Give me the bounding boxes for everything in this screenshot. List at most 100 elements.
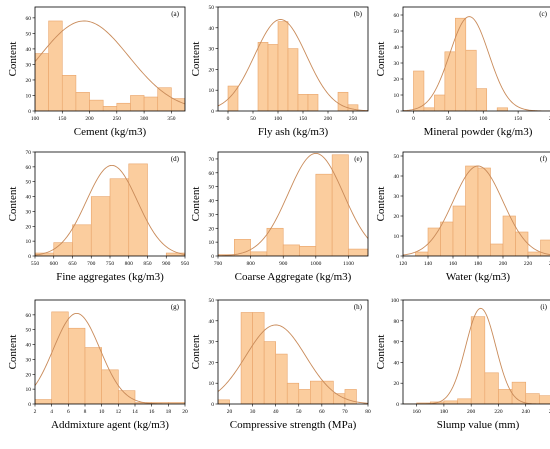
y-tick-label: 0 bbox=[396, 254, 399, 260]
histogram-bar bbox=[252, 312, 265, 404]
plot-frame bbox=[34, 6, 186, 112]
histogram-bar bbox=[68, 327, 86, 404]
histogram-bar bbox=[267, 44, 279, 111]
histogram-bar bbox=[310, 380, 323, 404]
histogram-bar bbox=[35, 53, 49, 111]
y-tick-label: 10 bbox=[209, 88, 215, 94]
bars bbox=[35, 163, 185, 256]
histogram-bar bbox=[286, 382, 300, 404]
x-tick-label: 150 bbox=[299, 116, 308, 122]
y-tick-label: 60 bbox=[26, 165, 32, 171]
y-tick-label: 40 bbox=[209, 26, 215, 32]
y-tick-label: 60 bbox=[394, 340, 400, 346]
x-tick-label: 220 bbox=[524, 261, 533, 267]
histogram-bar bbox=[266, 227, 284, 256]
histogram-bar bbox=[440, 221, 454, 256]
x-tick-label: 40 bbox=[273, 409, 279, 415]
histogram-bar bbox=[539, 395, 550, 404]
plot-frame bbox=[217, 299, 369, 405]
y-axis-label: Content bbox=[7, 335, 19, 370]
histogram-bar bbox=[337, 91, 349, 111]
histogram-bar bbox=[515, 231, 529, 256]
x-axis-label: Mineral powder (kg/m3) bbox=[424, 126, 533, 138]
histogram-bar bbox=[443, 400, 458, 404]
histogram-bar bbox=[89, 99, 104, 111]
panel-d: 550 600 650 700 750 800 850 900 950 0 10 20 30 40 50 60… bbox=[7, 150, 189, 283]
histogram-bar bbox=[234, 239, 251, 256]
x-tick-label: 1100 bbox=[343, 261, 354, 267]
bars bbox=[218, 312, 357, 404]
normal-fit-curve bbox=[403, 16, 550, 111]
histogram-bar bbox=[102, 106, 118, 111]
plot-frame bbox=[34, 299, 186, 405]
y-axis-label: Content bbox=[375, 187, 387, 222]
histogram-bar bbox=[157, 87, 172, 111]
normal-fit-curve bbox=[218, 152, 368, 256]
histogram-bar bbox=[72, 224, 92, 256]
y-tick-label: 20 bbox=[26, 372, 32, 378]
x-tick-label: 160 bbox=[449, 261, 458, 267]
normal-fit-curve bbox=[218, 324, 368, 404]
x-tick-label: 800 bbox=[246, 261, 255, 267]
panel-f: 120 140 160 180 200 220 240 0 10 20 30 40 50 (f) Water… bbox=[375, 151, 550, 283]
y-tick-label: 30 bbox=[209, 212, 215, 218]
y-tick-label: 10 bbox=[394, 93, 400, 99]
histogram-bar bbox=[321, 380, 334, 404]
y-tick-label: 40 bbox=[394, 174, 400, 180]
histogram-bar bbox=[315, 173, 333, 256]
y-tick-label: 20 bbox=[209, 360, 215, 366]
x-tick-label: 700 bbox=[214, 261, 223, 267]
y-tick-label: 30 bbox=[394, 61, 400, 67]
x-tick-label: 100 bbox=[274, 116, 283, 122]
normal-fit-curve bbox=[35, 20, 185, 105]
y-axis-label: Content bbox=[190, 187, 202, 222]
histogram-bar bbox=[348, 248, 368, 256]
y-tick-label: 30 bbox=[394, 194, 400, 200]
x-axis-label: Coarse Aggregate (kg/m3) bbox=[235, 271, 352, 283]
x-axis-label: Slump value (mm) bbox=[437, 419, 520, 431]
x-tick-label: 18 bbox=[166, 409, 172, 415]
y-tick-label: 0 bbox=[211, 109, 214, 115]
x-axis-label: Fine aggregates (kg/m3) bbox=[56, 271, 164, 283]
x-tick-label: 900 bbox=[279, 261, 288, 267]
histogram-bar bbox=[118, 390, 136, 404]
x-tick-label: 260 bbox=[549, 409, 550, 415]
histogram-bar bbox=[128, 163, 148, 256]
y-tick-label: 30 bbox=[26, 357, 32, 363]
x-tick-label: 0 bbox=[412, 116, 415, 122]
histogram-bar bbox=[51, 311, 69, 404]
histogram-bar bbox=[298, 389, 311, 404]
panel-g: 2 4 6 8 10 12 14 16 18 20 0 10 20 30 40 50 60 (g) Addmixtu… bbox=[7, 299, 188, 431]
x-tick-label: 750 bbox=[106, 261, 115, 267]
histogram-bar bbox=[263, 341, 276, 404]
y-tick-label: 30 bbox=[26, 209, 32, 215]
x-tick-label: 900 bbox=[162, 261, 171, 267]
x-tick-label: 950 bbox=[181, 261, 190, 267]
histogram-bar bbox=[101, 369, 119, 404]
x-tick-label: 150 bbox=[514, 116, 523, 122]
y-axis-label: Content bbox=[190, 335, 202, 370]
panel-label: (i) bbox=[540, 303, 547, 311]
y-tick-label: 50 bbox=[394, 29, 400, 35]
y-tick-label: 0 bbox=[211, 402, 214, 408]
histogram-bar bbox=[90, 196, 111, 256]
panel-i: 160 180 200 220 240 260 0 20 40 60 80 100 (i) Slump v… bbox=[375, 298, 550, 431]
bars bbox=[416, 316, 550, 404]
x-tick-label: 2 bbox=[34, 409, 37, 415]
y-tick-label: 0 bbox=[211, 254, 214, 260]
histogram-bar bbox=[457, 398, 472, 404]
y-tick-label: 20 bbox=[26, 78, 32, 84]
x-tick-label: 20 bbox=[182, 409, 188, 415]
histogram-bar bbox=[465, 165, 479, 256]
y-tick-label: 50 bbox=[394, 154, 400, 160]
panel-label: (d) bbox=[171, 155, 180, 163]
histogram-bar bbox=[116, 102, 131, 111]
y-tick-label: 30 bbox=[209, 47, 215, 53]
y-tick-label: 40 bbox=[26, 47, 32, 53]
panel-label: (g) bbox=[171, 303, 180, 311]
bars bbox=[413, 17, 508, 111]
y-tick-label: 70 bbox=[26, 150, 32, 156]
plot-frame bbox=[217, 151, 369, 257]
x-tick-label: 700 bbox=[87, 261, 96, 267]
